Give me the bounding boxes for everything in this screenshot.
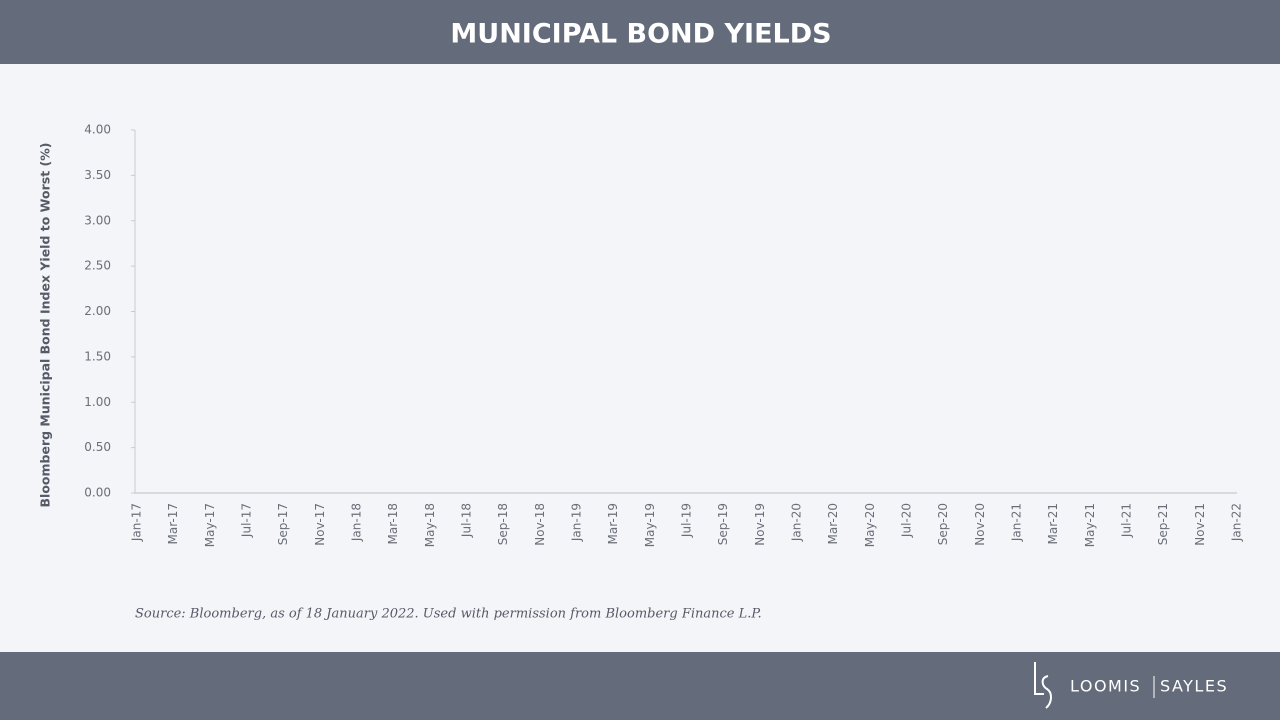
x-tick-label: Sep-19	[716, 503, 730, 545]
x-tick-label: Sep-18	[496, 503, 510, 545]
x-tick-label: Jan-18	[350, 503, 364, 542]
x-tick-label: Jan-19	[570, 503, 584, 542]
y-axis-label: Bloomberg Municipal Bond Index Yield to …	[38, 143, 53, 508]
header-bar	[0, 0, 1280, 64]
y-tick-label: 3.00	[84, 213, 111, 227]
chart-title: MUNICIPAL BOND YIELDS	[450, 19, 831, 50]
y-tick-label: 2.00	[84, 304, 111, 318]
x-tick-label: May-19	[643, 503, 657, 547]
x-tick-label: Nov-20	[973, 503, 987, 546]
y-tick-label: 3.50	[84, 168, 111, 182]
footer-bar	[0, 652, 1280, 720]
y-tick-label: 2.50	[84, 259, 111, 273]
y-tick-label: 1.00	[84, 395, 111, 409]
x-tick-label: Jan-17	[130, 503, 144, 542]
x-tick-label: Jul-19	[680, 503, 694, 538]
x-tick-label: Sep-20	[936, 503, 950, 545]
x-tick-label: Jan-22	[1230, 503, 1244, 542]
x-tick-label: Jan-20	[790, 503, 804, 542]
x-tick-label: Jul-18	[460, 503, 474, 538]
brand-name: LOOMIS	[1070, 677, 1141, 696]
y-tick-label: 4.00	[84, 123, 111, 137]
x-tick-label: Mar-17	[166, 503, 180, 544]
y-tick-label: 1.50	[84, 349, 111, 363]
x-tick-label: Jan-21	[1010, 503, 1024, 542]
x-tick-label: Jul-20	[900, 503, 914, 538]
x-tick-label: Nov-18	[533, 503, 547, 546]
x-tick-label: Mar-18	[386, 503, 400, 544]
x-tick-label: Sep-17	[276, 503, 290, 545]
x-tick-label: May-21	[1083, 503, 1097, 547]
x-tick-label: May-18	[423, 503, 437, 547]
x-tick-label: Nov-19	[753, 503, 767, 546]
x-tick-label: May-17	[203, 503, 217, 547]
y-tick-label: 0.00	[84, 486, 111, 500]
source-note: Source: Bloomberg, as of 18 January 2022…	[135, 607, 762, 622]
x-tick-label: Nov-21	[1193, 503, 1207, 546]
y-tick-label: 0.50	[84, 440, 111, 454]
x-tick-label: Mar-19	[606, 503, 620, 544]
x-tick-label: May-20	[863, 503, 877, 547]
x-tick-label: Mar-21	[1046, 503, 1060, 544]
x-tick-label: Mar-20	[826, 503, 840, 544]
x-tick-label: Jul-17	[240, 503, 254, 538]
x-tick-label: Nov-17	[313, 503, 327, 546]
x-tick-label: Sep-21	[1156, 503, 1170, 545]
x-tick-label: Jul-21	[1120, 503, 1134, 538]
brand-logo	[1034, 662, 1052, 709]
brand-name: SAYLES	[1160, 677, 1228, 696]
